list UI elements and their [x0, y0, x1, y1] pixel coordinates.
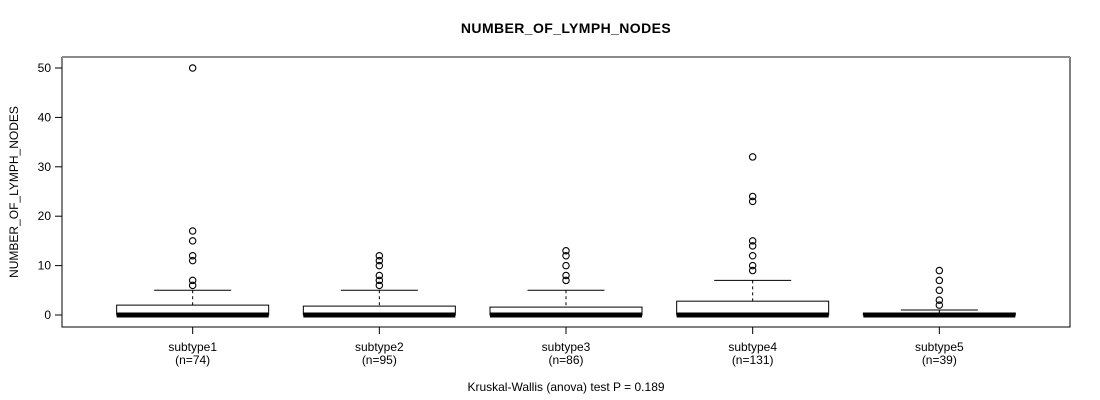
outlier-point: [188, 281, 197, 290]
group-label: subtype4: [728, 340, 777, 354]
y-tick-label: 0: [44, 308, 51, 322]
chart-title: NUMBER_OF_LYMPH_NODES: [460, 20, 672, 36]
outlier-point: [748, 261, 757, 270]
outlier-point: [935, 296, 944, 304]
outlier-point: [188, 256, 197, 265]
outlier-point: [375, 261, 384, 270]
outlier-point: [748, 192, 757, 201]
y-tick-label: 10: [38, 259, 52, 273]
y-tick-label: 20: [38, 209, 52, 223]
outlier-point: [562, 271, 570, 280]
outlier-point: [748, 197, 757, 206]
outlier-point: [748, 237, 757, 245]
group-n-label: (n=39): [922, 353, 957, 367]
outlier-point: [375, 251, 384, 260]
group-label: subtype3: [542, 340, 591, 354]
outlier-point: [375, 271, 384, 280]
outlier-point: [562, 276, 570, 285]
group-n-label: (n=86): [548, 353, 583, 367]
outlier-point: [375, 276, 384, 285]
group-label: subtype5: [915, 340, 964, 354]
outlier-point: [188, 237, 197, 245]
outlier-point: [562, 261, 570, 270]
outlier-point: [935, 276, 944, 285]
outlier-point: [375, 281, 384, 290]
y-tick-label: 30: [38, 160, 52, 174]
outlier-point: [748, 266, 757, 275]
y-tick-label: 50: [38, 61, 52, 75]
outlier-point: [188, 276, 197, 285]
group-n-label: (n=131): [732, 353, 774, 367]
outlier-point: [935, 301, 944, 309]
outlier-point: [375, 256, 384, 265]
outlier-point: [188, 227, 197, 235]
group-label: subtype2: [355, 340, 404, 354]
outlier-point: [748, 242, 757, 250]
group-label: subtype1: [168, 340, 217, 354]
y-tick-label: 40: [38, 110, 52, 124]
plot-border: [61, 57, 1071, 328]
outlier-point: [562, 247, 570, 255]
outlier-point: [748, 251, 757, 260]
outlier-point: [935, 286, 944, 295]
stat-test-caption: Kruskal-Wallis (anova) test P = 0.189: [467, 380, 665, 394]
outlier-point: [562, 251, 570, 260]
outlier-point: [935, 266, 944, 275]
outlier-point: [188, 251, 197, 260]
outlier-point: [188, 64, 197, 72]
group-n-label: (n=74): [175, 353, 210, 367]
outlier-point: [748, 153, 757, 161]
group-n-label: (n=95): [362, 353, 397, 367]
